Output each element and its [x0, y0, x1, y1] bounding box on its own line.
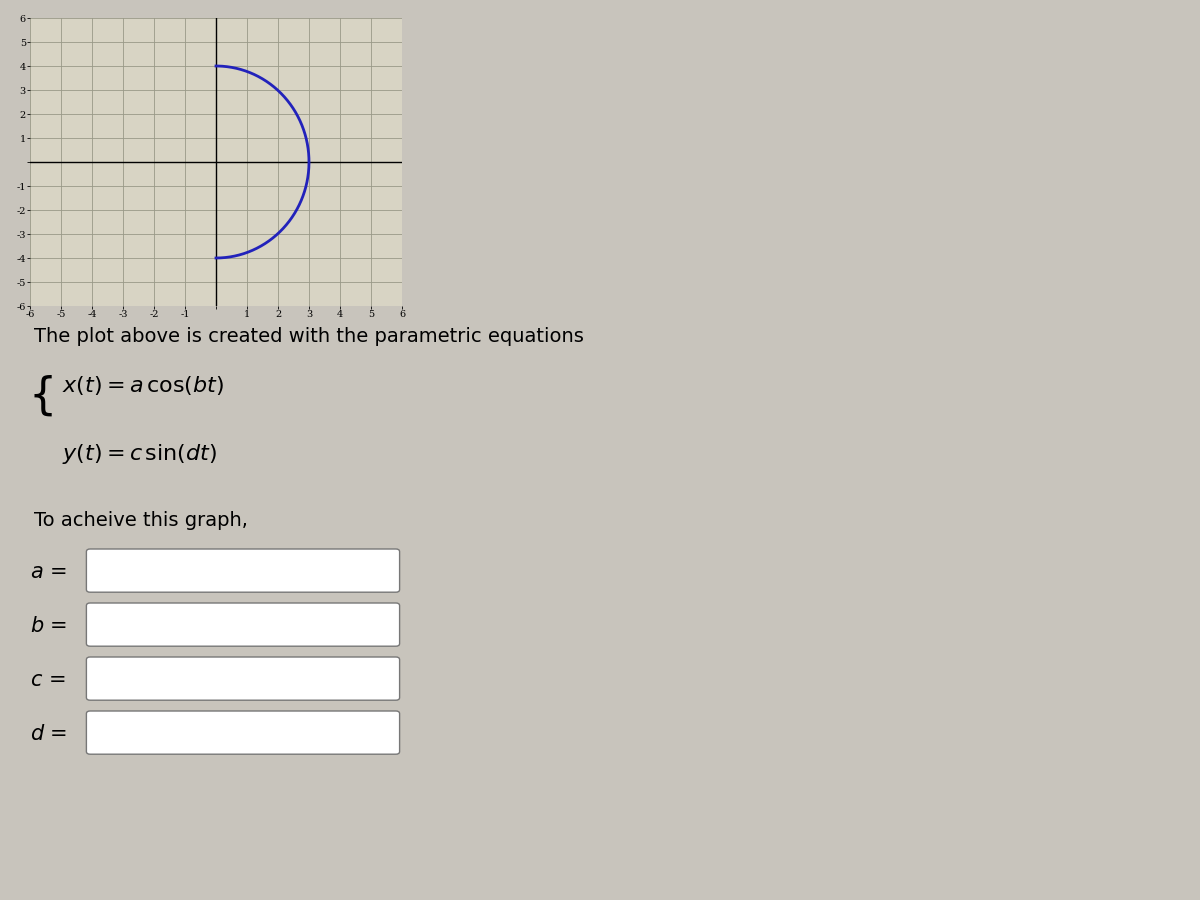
Text: $\mathit{c}$ =: $\mathit{c}$ = — [30, 670, 66, 690]
Text: $x(t) = a\,\cos(bt)$: $x(t) = a\,\cos(bt)$ — [62, 374, 224, 397]
Text: To acheive this graph,: To acheive this graph, — [34, 511, 247, 530]
Text: The plot above is created with the parametric equations: The plot above is created with the param… — [34, 327, 583, 346]
Text: $\{$: $\{$ — [29, 373, 53, 418]
Text: $\mathit{a}$ =: $\mathit{a}$ = — [30, 562, 67, 582]
Text: $\mathit{d}$ =: $\mathit{d}$ = — [30, 724, 67, 744]
Text: $\mathit{b}$ =: $\mathit{b}$ = — [30, 616, 67, 636]
Text: $y(t) = c\,\sin(dt)$: $y(t) = c\,\sin(dt)$ — [62, 443, 217, 466]
